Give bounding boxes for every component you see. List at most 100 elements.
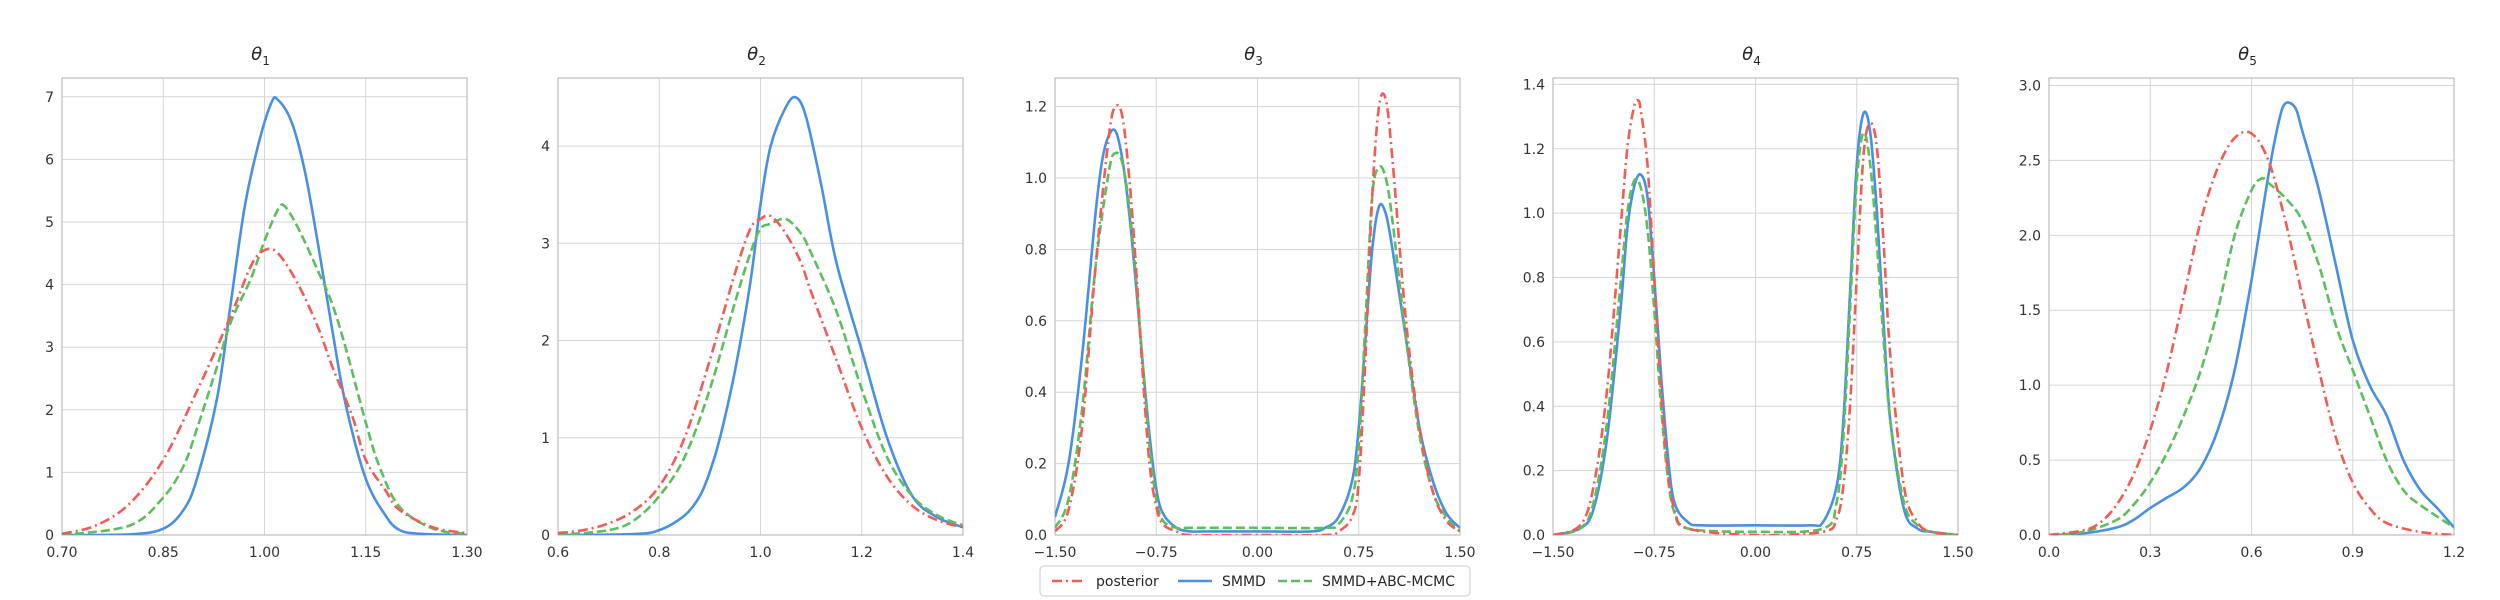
x-tick-label: 0.8 bbox=[648, 545, 670, 561]
legend-label: SMMD+ABC-MCMC bbox=[1322, 574, 1455, 590]
series-line-smmd bbox=[1553, 110, 1958, 535]
y-tick-label: 0.2 bbox=[1025, 457, 1047, 473]
y-tick-label: 5 bbox=[45, 215, 54, 231]
y-tick-label: 1.0 bbox=[1025, 171, 1047, 187]
y-tick-label: 1.2 bbox=[1025, 100, 1047, 116]
title-subscript: 2 bbox=[758, 54, 766, 68]
series-line-smmd bbox=[2049, 101, 2454, 535]
x-tick-label: 1.30 bbox=[451, 545, 482, 561]
title-subscript: 5 bbox=[2249, 54, 2257, 68]
chart-title: θ4 bbox=[1742, 44, 1761, 68]
x-tick-label: 0.00 bbox=[1740, 545, 1771, 561]
x-tick-label: 1.4 bbox=[952, 545, 974, 561]
y-tick-label: 0.0 bbox=[1523, 528, 1545, 544]
x-tick-label: 1.15 bbox=[350, 545, 381, 561]
y-tick-label: 1 bbox=[45, 465, 54, 481]
title-symbol: θ bbox=[747, 44, 758, 65]
series-line-smmd-abc-mcmc bbox=[1055, 151, 1460, 533]
series-line-smmd-abc-mcmc bbox=[62, 203, 467, 535]
chart-panel-5: 0.0 0.3 0.6 0.9 1.2 0.0 0.5 1.0 1.5 2.0 2.5 3.0 θ5 bbox=[2019, 44, 2465, 561]
series-line-posterior bbox=[1553, 98, 1958, 535]
x-tick-label: 1.00 bbox=[249, 545, 280, 561]
y-tick-label: 3.0 bbox=[2019, 78, 2041, 94]
y-tick-label: 1.0 bbox=[1523, 206, 1545, 222]
chart-panel-4: −1.50 −0.75 0.00 0.75 1.50 0.0 0.2 0.4 0.6 0.8 1.0… bbox=[1523, 44, 1974, 561]
title-symbol: θ bbox=[1244, 44, 1255, 65]
title-subscript: 4 bbox=[1753, 54, 1761, 68]
y-tick-label: 0.8 bbox=[1523, 271, 1545, 287]
axes-frame bbox=[2048, 77, 2455, 536]
series-line-posterior bbox=[1055, 92, 1460, 535]
legend: posterior SMMD SMMD+ABC-MCMC bbox=[1039, 565, 1471, 597]
x-tick-label: 0.6 bbox=[2240, 545, 2262, 561]
x-tick-label: 0.70 bbox=[46, 545, 77, 561]
y-tick-label: 0.4 bbox=[1523, 399, 1545, 415]
title-symbol: θ bbox=[1742, 44, 1753, 65]
y-tick-label: 0 bbox=[541, 528, 550, 544]
y-tick-label: 2.0 bbox=[2019, 228, 2041, 244]
y-tick-label: 0.8 bbox=[1025, 242, 1047, 258]
series-line-posterior bbox=[558, 213, 963, 535]
y-tick-label: 3 bbox=[45, 340, 54, 356]
chart-title: θ5 bbox=[2238, 44, 2257, 68]
y-tick-label: 0 bbox=[45, 528, 54, 544]
x-tick-label: −0.75 bbox=[1135, 545, 1178, 561]
legend-label: SMMD bbox=[1222, 574, 1266, 590]
title-subscript: 3 bbox=[1255, 54, 1263, 68]
y-tick-label: 0.6 bbox=[1523, 335, 1545, 351]
y-tick-label: 1.0 bbox=[2019, 378, 2041, 394]
x-tick-label: 0.0 bbox=[2038, 545, 2060, 561]
chart-panel-3: −1.50 −0.75 0.00 0.75 1.50 0.0 0.2 0.4 0.6 0.8 1.0… bbox=[1025, 44, 1476, 561]
y-tick-label: 0.0 bbox=[2019, 528, 2041, 544]
legend-label: posterior bbox=[1096, 574, 1159, 590]
y-tick-label: 4 bbox=[45, 278, 54, 294]
x-tick-label: −0.75 bbox=[1633, 545, 1676, 561]
y-tick-label: 2 bbox=[45, 403, 54, 419]
x-tick-label: 1.50 bbox=[1942, 545, 1973, 561]
y-tick-label: 7 bbox=[45, 90, 54, 106]
y-tick-label: 6 bbox=[45, 152, 54, 168]
y-tick-label: 0.2 bbox=[1523, 464, 1545, 480]
y-tick-label: 3 bbox=[541, 236, 550, 252]
title-subscript: 1 bbox=[262, 54, 270, 68]
y-tick-label: 1.4 bbox=[1523, 77, 1545, 93]
title-symbol: θ bbox=[251, 44, 262, 65]
chart-title: θ3 bbox=[1244, 44, 1263, 68]
x-tick-label: 1.2 bbox=[851, 545, 873, 561]
chart-title: θ2 bbox=[747, 44, 766, 68]
x-tick-label: −1.50 bbox=[1034, 545, 1077, 561]
axes-frame bbox=[61, 77, 468, 536]
series-line-smmd bbox=[62, 96, 467, 535]
y-tick-label: 0.6 bbox=[1025, 314, 1047, 330]
x-tick-label: 0.9 bbox=[2342, 545, 2364, 561]
axes-frame bbox=[557, 77, 964, 536]
x-tick-label: 0.75 bbox=[1343, 545, 1374, 561]
chart-title: θ1 bbox=[251, 44, 270, 68]
y-tick-label: 2 bbox=[541, 334, 550, 350]
series-line-posterior bbox=[2049, 130, 2454, 535]
x-tick-label: 0.85 bbox=[148, 545, 179, 561]
y-tick-label: 0.5 bbox=[2019, 453, 2041, 469]
x-tick-label: 1.0 bbox=[749, 545, 771, 561]
y-tick-label: 0.0 bbox=[1025, 528, 1047, 544]
x-tick-label: 0.3 bbox=[2139, 545, 2161, 561]
y-tick-label: 1.2 bbox=[1523, 142, 1545, 158]
title-symbol: θ bbox=[2238, 44, 2249, 65]
series-line-posterior bbox=[62, 247, 467, 535]
x-tick-label: −1.50 bbox=[1532, 545, 1575, 561]
x-tick-label: 1.50 bbox=[1444, 545, 1475, 561]
y-tick-label: 4 bbox=[541, 139, 550, 155]
x-tick-label: 0.00 bbox=[1242, 545, 1273, 561]
legend-box bbox=[1039, 565, 1471, 597]
series-line-smmd bbox=[558, 95, 963, 535]
y-tick-label: 1.5 bbox=[2019, 303, 2041, 319]
y-tick-label: 2.5 bbox=[2019, 153, 2041, 169]
y-tick-label: 1 bbox=[541, 431, 550, 447]
x-tick-label: 0.75 bbox=[1841, 545, 1872, 561]
x-tick-label: 0.6 bbox=[547, 545, 569, 561]
series-line-smmd-abc-mcmc bbox=[2049, 176, 2454, 535]
y-tick-label: 0.4 bbox=[1025, 385, 1047, 401]
